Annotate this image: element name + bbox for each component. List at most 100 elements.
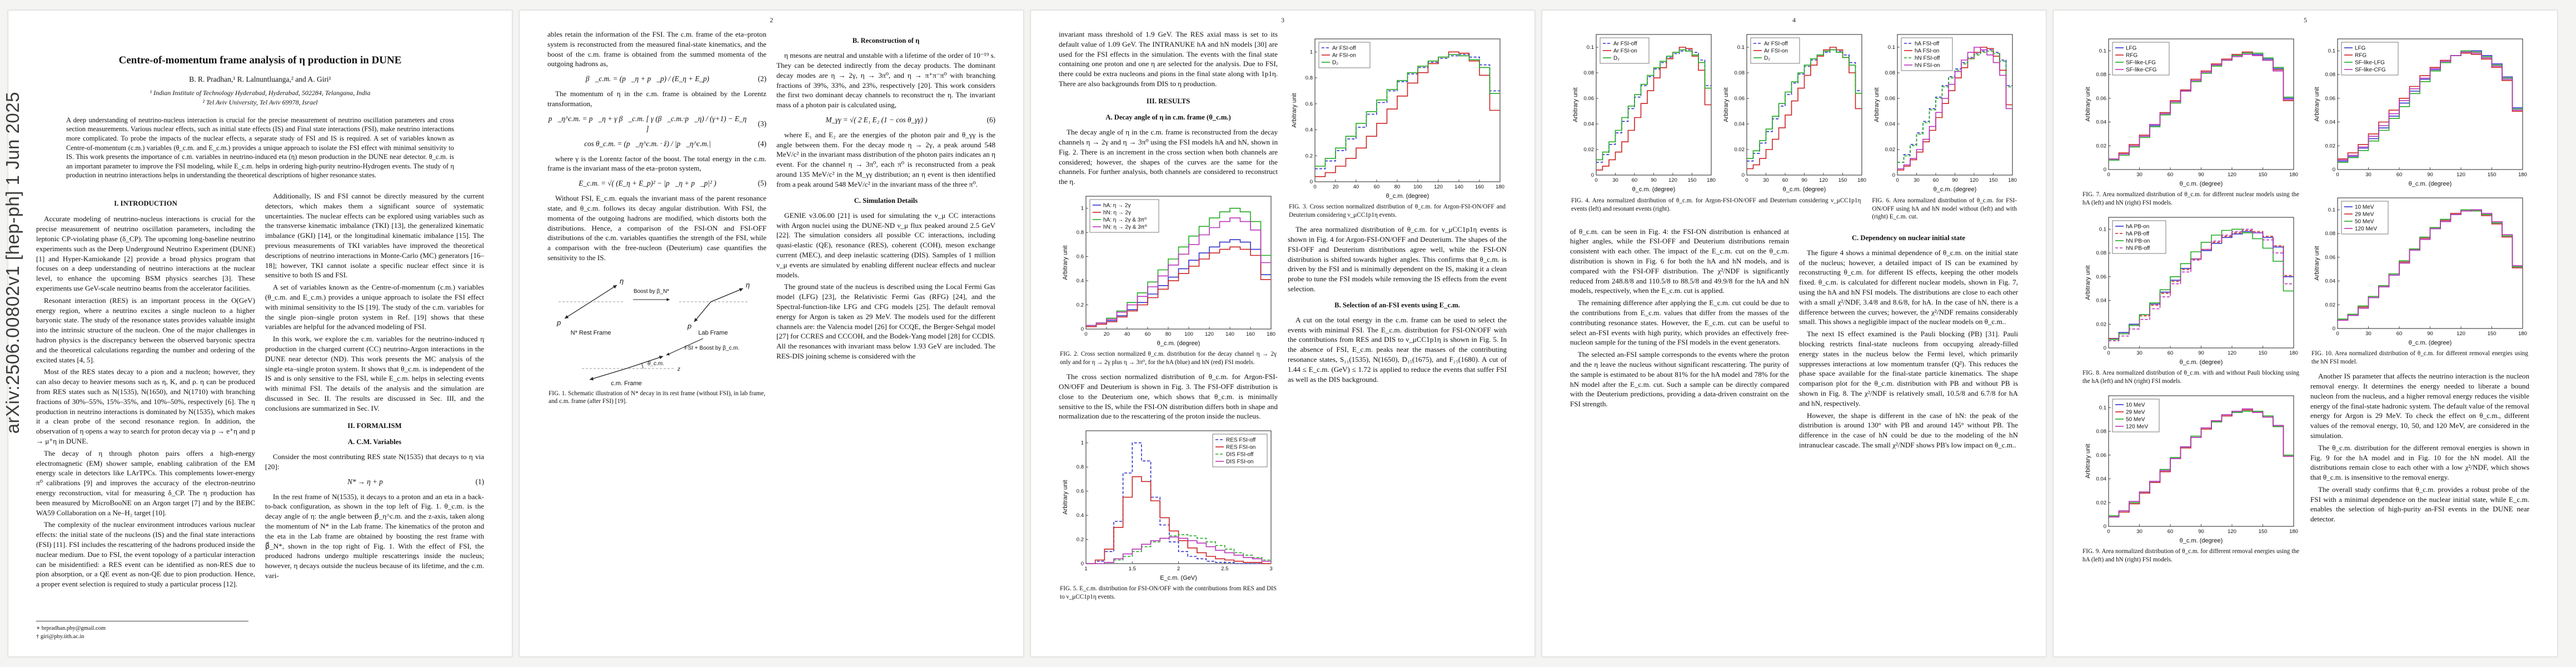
svg-text:180: 180 — [1496, 184, 1504, 190]
paragraph: of θ_c.m. can be seen in Fig. 4: the FSI… — [1570, 227, 1789, 295]
svg-text:0: 0 — [2336, 172, 2339, 178]
paragraph: The remaining difference after applying … — [1570, 298, 1789, 347]
svg-text:0.4: 0.4 — [1077, 512, 1084, 519]
equation-body: β⃗_c.m. = (p⃗_η + p⃗_p) / (E_η + E_p) — [585, 74, 710, 83]
figure-3: 0 20 40 60 80 100 120 140 160 180 0 0.2 0.4 0.6 0.8 1 θ_… — [1288, 34, 1507, 201]
equation-number: (1) — [475, 477, 484, 486]
paragraph: The selected an-FSI sample corresponds t… — [1570, 350, 1789, 409]
svg-text:0.2: 0.2 — [1306, 153, 1313, 159]
svg-text:60: 60 — [1933, 177, 1939, 183]
svg-text:0.1: 0.1 — [2328, 207, 2335, 213]
svg-text:0.6: 0.6 — [1077, 489, 1084, 495]
paragraph: In the rest frame of N(1535), it decays … — [265, 492, 484, 580]
svg-text:150: 150 — [2488, 331, 2497, 337]
svg-text:90: 90 — [1801, 177, 1807, 183]
equation-2: β⃗_c.m. = (p⃗_η + p⃗_p) / (E_η + E_p) (2… — [547, 74, 766, 84]
subsection-simulation: C. Simulation Details — [854, 196, 918, 205]
paragraph: The decay angle of η in the c.m. frame i… — [1059, 128, 1278, 186]
svg-text:0.8: 0.8 — [1077, 464, 1084, 470]
page-number: 5 — [2304, 16, 2307, 24]
svg-text:180: 180 — [2518, 331, 2527, 337]
svg-text:0.02: 0.02 — [2325, 302, 2336, 308]
svg-text:E_c.m. (GeV): E_c.m. (GeV) — [1160, 575, 1197, 581]
svg-text:0.1: 0.1 — [2099, 48, 2106, 54]
svg-text:Ar FSI-on: Ar FSI-on — [1613, 48, 1637, 54]
svg-text:0.06: 0.06 — [2096, 96, 2107, 102]
svg-text:120 MeV: 120 MeV — [2355, 226, 2377, 232]
svg-text:0: 0 — [2336, 331, 2339, 337]
fig7b-chart: 0 30 60 90 120 150 180 0 0.02 0.04 0.06 0.08 0.1 θ_c.… — [2314, 38, 2527, 187]
svg-text:120 MeV: 120 MeV — [2126, 424, 2148, 430]
svg-text:hN FSI-off: hN FSI-off — [1915, 56, 1940, 62]
svg-text:0: 0 — [2333, 167, 2335, 173]
svg-text:30: 30 — [1763, 177, 1769, 183]
svg-text:0.1: 0.1 — [2099, 405, 2106, 411]
svg-text:0.02: 0.02 — [2096, 321, 2107, 327]
svg-text:150: 150 — [1687, 177, 1696, 183]
svg-text:90: 90 — [2198, 350, 2204, 356]
z-axis-label: z — [677, 366, 680, 372]
svg-text:90: 90 — [2198, 529, 2204, 535]
fig7-chart: 0 30 60 90 120 150 180 0 0.02 0.04 0.06 0.08 0.1 θ_c.… — [2085, 38, 2298, 187]
svg-text:LFG: LFG — [2126, 46, 2137, 52]
paragraph: The decay of η through photon pairs offe… — [36, 449, 255, 517]
svg-text:90: 90 — [1952, 177, 1958, 183]
theta-cm-label: θ_c.m. — [647, 361, 664, 367]
boost-label: Boost by β_N* — [634, 288, 669, 295]
svg-text:0.02: 0.02 — [1583, 147, 1594, 153]
svg-text:θ_c.m. (degree): θ_c.m. (degree) — [1157, 340, 1200, 347]
svg-text:140: 140 — [1225, 331, 1234, 337]
svg-text:180: 180 — [1267, 331, 1275, 337]
svg-text:10 MeV: 10 MeV — [2126, 402, 2145, 409]
svg-text:30: 30 — [2365, 172, 2371, 178]
svg-text:80: 80 — [1394, 184, 1401, 190]
fig4-right-chart: 0 30 60 90 120 150 180 0 0.02 0.04 0.06 0.08 0.1 θ_c.… — [1723, 34, 1866, 193]
equation-3: p⃗_η^c.m. = p⃗_η + γ β⃗_c.m. [ γ (β⃗_c.m… — [547, 114, 766, 134]
page-5: 5 0 30 60 90 120 150 180 0 0.02 0.04 0.06 0.08 0.1 θ_… — [2053, 10, 2558, 657]
svg-text:0.08: 0.08 — [1734, 70, 1745, 76]
svg-text:180: 180 — [2289, 350, 2298, 356]
svg-text:120: 120 — [1819, 177, 1828, 183]
svg-text:20: 20 — [1333, 184, 1339, 190]
svg-text:120: 120 — [1668, 177, 1677, 183]
svg-text:120: 120 — [2457, 172, 2465, 178]
footnotes: ∗ brpradhan.phy@gmail.com † giri@phy.iit… — [36, 620, 248, 641]
svg-text:0.06: 0.06 — [1583, 96, 1594, 102]
fig6-caption: FIG. 6. Area normalized distribution of … — [1872, 197, 2017, 221]
fig5-caption: FIG. 5. E_c.m. distribution for FSI-ON/O… — [1060, 585, 1277, 600]
footnote-email-1: ∗ brpradhan.phy@gmail.com — [36, 625, 106, 631]
svg-text:1.5: 1.5 — [1129, 566, 1136, 572]
svg-text:29 MeV: 29 MeV — [2355, 212, 2374, 218]
svg-text:LFG: LFG — [2355, 46, 2366, 52]
equation-6: M_γγ = √( 2 E₁ E₂ (1 − cos θ_γγ) ) (6) — [776, 115, 995, 125]
svg-text:0: 0 — [2333, 326, 2335, 332]
svg-text:0.1: 0.1 — [2099, 226, 2106, 232]
svg-text:SF-like-CFG: SF-like-CFG — [2126, 67, 2157, 73]
svg-text:θ_c.m. (degree): θ_c.m. (degree) — [1783, 186, 1826, 193]
svg-text:hA PB-off: hA PB-off — [2126, 231, 2149, 237]
svg-text:3: 3 — [1269, 566, 1272, 572]
svg-text:0.06: 0.06 — [2096, 274, 2107, 280]
svg-text:0.6: 0.6 — [1077, 254, 1084, 260]
page2-col2: B. Reconstruction of η η mesons are neut… — [776, 29, 995, 411]
eta-label: η — [620, 277, 624, 285]
paragraph: The ground state of the nucleus is descr… — [776, 282, 996, 360]
figure-7b: 0 30 60 90 120 150 180 0 0.02 0.04 0.06 0.08 0.1 θ_c.… — [2310, 34, 2529, 188]
proton-label: p — [556, 318, 561, 327]
fig8-caption: FIG. 8. Area normalized distribution of … — [2082, 370, 2299, 385]
svg-text:RFG: RFG — [2355, 53, 2366, 59]
svg-text:0.08: 0.08 — [2096, 429, 2107, 435]
svg-text:120: 120 — [2228, 350, 2236, 356]
page3-col1: invariant mass threshold of 1.9 GeV. The… — [1059, 29, 1278, 606]
svg-text:0: 0 — [1745, 177, 1748, 183]
svg-text:30: 30 — [2136, 350, 2142, 356]
svg-text:θ_c.m. (degree): θ_c.m. (degree) — [1632, 186, 1675, 193]
svg-text:DIS FSI-on: DIS FSI-on — [1226, 459, 1253, 465]
svg-text:60: 60 — [2168, 172, 2174, 178]
svg-text:0: 0 — [2107, 172, 2110, 178]
svg-text:0: 0 — [1595, 177, 1597, 183]
paragraph: GENIE v3.06.00 [21] is used for simulati… — [776, 211, 995, 279]
equation-body: p⃗_η^c.m. = p⃗_η + γ β⃗_c.m. [ γ (β⃗_c.m… — [548, 114, 747, 133]
equation-body: E_c.m. = √( (E_η + E_p)² − |p⃗_η + p⃗_p|… — [579, 179, 716, 188]
svg-text:Arbitrary unit: Arbitrary unit — [1062, 245, 1069, 280]
